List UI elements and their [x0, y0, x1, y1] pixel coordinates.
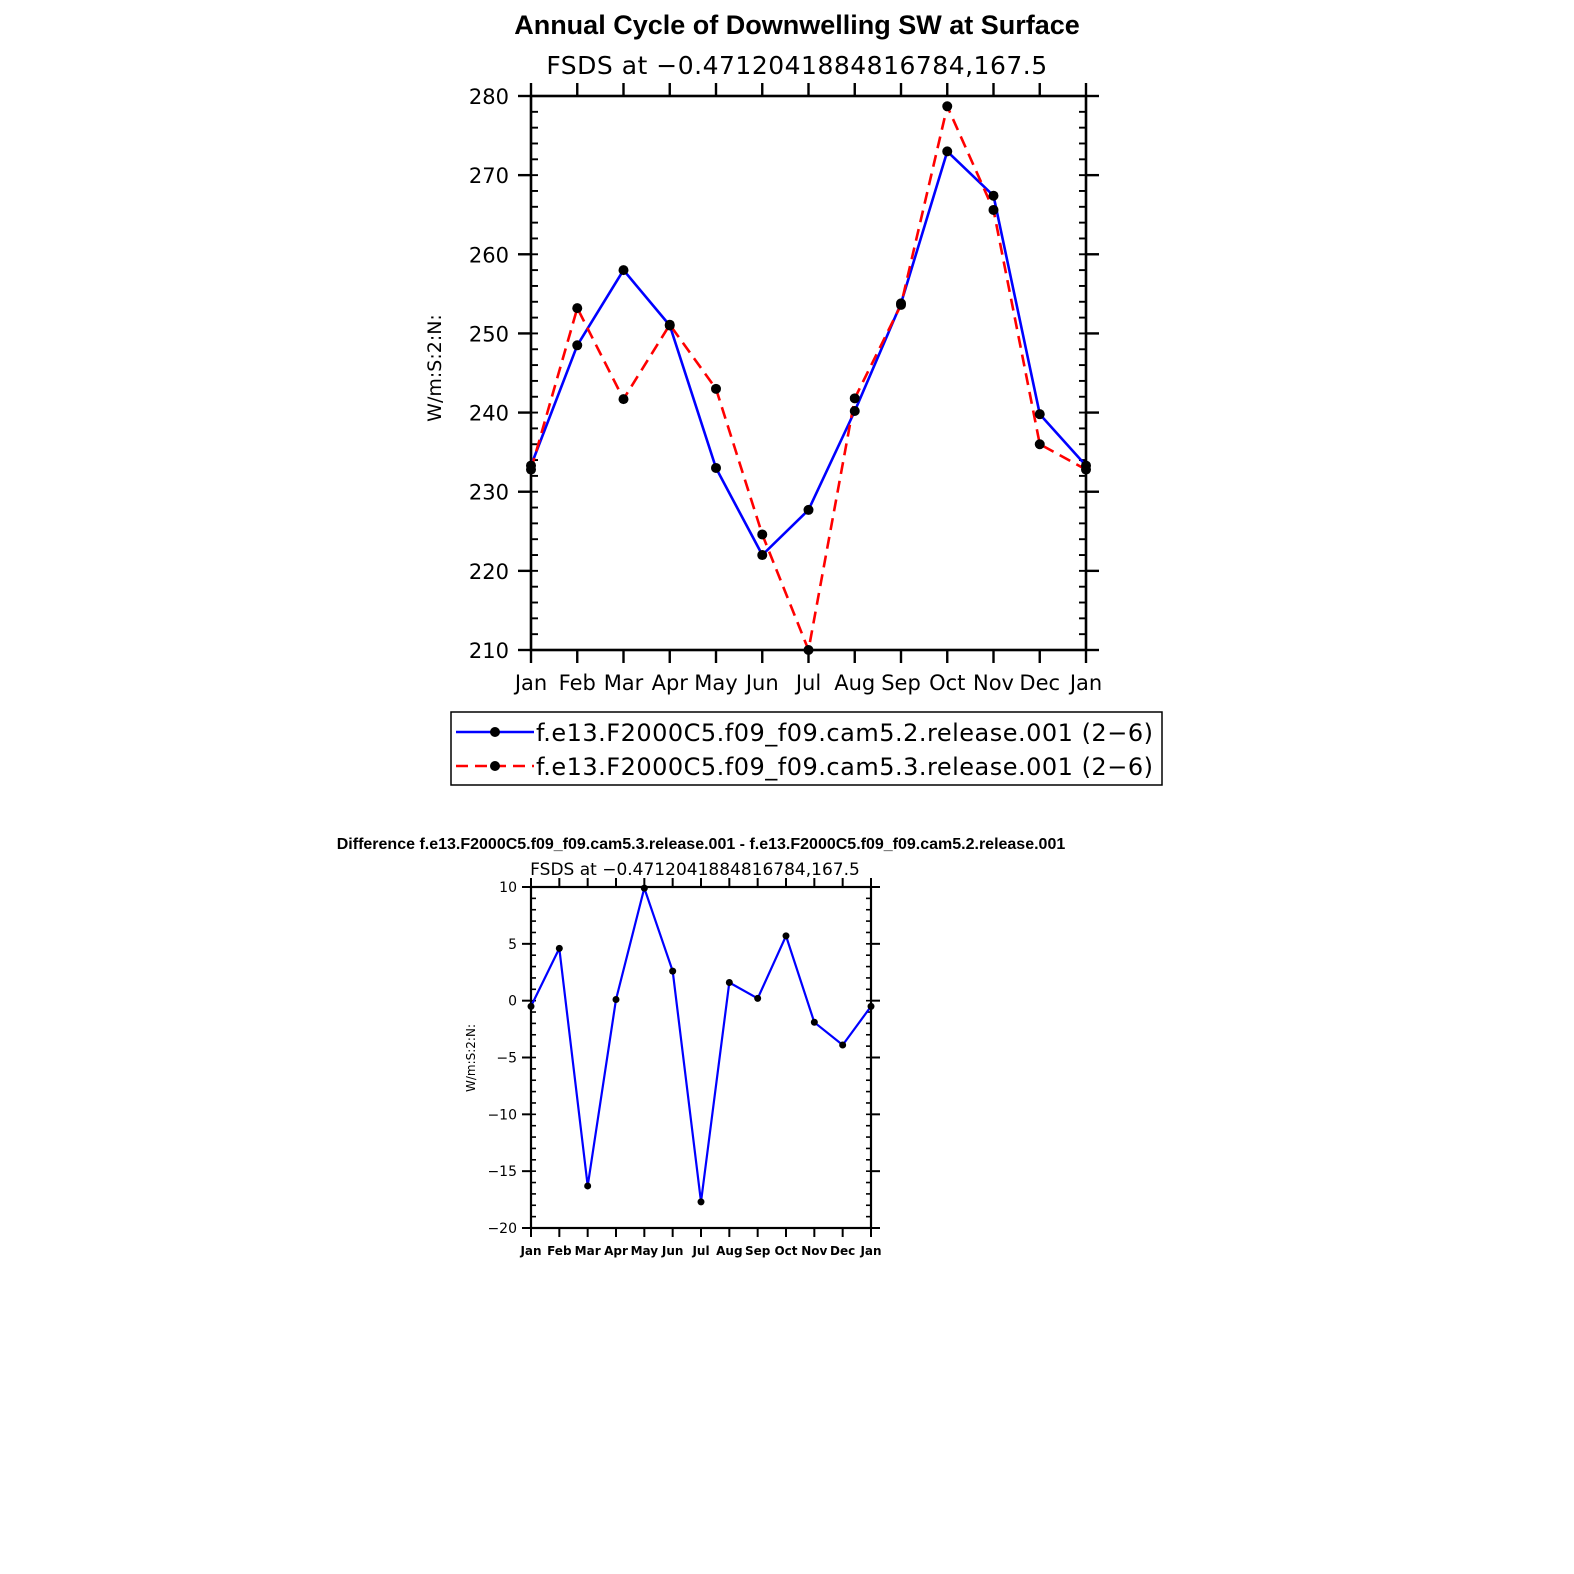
- x-tick-label: Dec: [1019, 671, 1060, 695]
- series-0-point: [1034, 409, 1045, 420]
- y-tick-label: 230: [469, 481, 509, 505]
- y-tick-label: 220: [469, 560, 509, 584]
- x-tick-label: May: [631, 1244, 659, 1258]
- series-0-point: [810, 1018, 818, 1026]
- plot-frame: [529, 94, 1088, 652]
- plot-frame: [529, 885, 873, 1230]
- difference-chart: Difference f.e13.F2000C5.f09_f09.cam5.3.…: [337, 836, 1066, 1258]
- legend: f.e13.F2000C5.f09_f09.cam5.2.release.001…: [450, 711, 1163, 786]
- series-1-point: [1034, 439, 1045, 450]
- y-tick-label: −5: [496, 1051, 517, 1067]
- annual-cycle-chart: Annual Cycle of Downwelling SW at Surfac…: [424, 10, 1163, 786]
- x-tick-label: Jun: [661, 1244, 684, 1258]
- x-tick-label: Jan: [519, 1244, 541, 1258]
- series-1-point: [1081, 464, 1091, 475]
- y-tick-label: −20: [487, 1221, 517, 1237]
- series-0-point: [754, 994, 762, 1002]
- legend-marker-cam52: [490, 727, 500, 737]
- y-tick-label: 270: [469, 164, 509, 188]
- series-0-point: [839, 1041, 847, 1049]
- diff-y-axis-label: W/m:S:2:N:: [464, 1024, 478, 1092]
- series-0-point: [618, 265, 629, 276]
- series-0-point: [612, 996, 620, 1004]
- legend-label-cam52: f.e13.F2000C5.f09_f09.cam5.2.release.001…: [536, 719, 1153, 747]
- y-tick-label: 240: [469, 402, 509, 426]
- diff-plot-area: Jan Feb Mar Apr May Jun Jul Aug Sep Oct Nov Dec Jan−…: [487, 878, 882, 1258]
- series-1-point: [849, 393, 860, 404]
- x-tick-label: Jan: [859, 1244, 881, 1258]
- y-tick-label: −15: [487, 1164, 517, 1180]
- x-tick-label: Jun: [744, 671, 779, 695]
- x-tick-label: Sep: [881, 671, 921, 695]
- x-tick-label: Aug: [834, 671, 875, 695]
- series-0-point: [640, 884, 648, 892]
- series-1-point: [664, 319, 675, 330]
- series-0-point: [572, 340, 583, 351]
- series-0-point: [725, 978, 733, 986]
- series-0-point: [867, 1002, 875, 1010]
- series-line-1: [529, 105, 1087, 652]
- series-1-point: [942, 101, 953, 112]
- x-tick-label: Jul: [794, 671, 821, 695]
- series-0-point: [555, 944, 563, 952]
- series-0-point: [527, 1002, 535, 1010]
- y-tick-label: 5: [508, 937, 517, 953]
- legend-marker-cam53: [490, 761, 500, 771]
- x-tick-label: Dec: [830, 1244, 855, 1258]
- series-1-point: [896, 299, 906, 310]
- y-tick-label: −10: [487, 1107, 517, 1123]
- y-tick-label: 280: [469, 85, 509, 109]
- legend-box: [450, 711, 1163, 786]
- x-tick-label: Nov: [973, 671, 1014, 695]
- series-0-point: [803, 504, 814, 515]
- chart-title: Annual Cycle of Downwelling SW at Surfac…: [514, 10, 1080, 40]
- series-0-point: [697, 1198, 705, 1206]
- x-tick-label: Mar: [604, 671, 644, 695]
- x-tick-label: Aug: [716, 1244, 742, 1258]
- x-tick-label: Apr: [604, 1244, 628, 1258]
- x-tick-label: Sep: [745, 1244, 771, 1258]
- series-0-point: [942, 146, 953, 157]
- diff-chart-subtitle: FSDS at −0.4712041884816784,167.5: [530, 860, 860, 880]
- x-tick-label: Oct: [774, 1244, 797, 1258]
- legend-label-cam53: f.e13.F2000C5.f09_f09.cam5.3.release.001…: [536, 753, 1153, 781]
- series-1-point: [618, 394, 629, 405]
- x-tick-label: Feb: [547, 1244, 572, 1258]
- x-tick-label: Jan: [1068, 671, 1102, 695]
- series-1-point: [572, 303, 583, 314]
- y-tick-label: 260: [469, 243, 509, 267]
- x-tick-label: Mar: [575, 1244, 601, 1258]
- series-1-point: [526, 464, 536, 475]
- y-tick-label: 210: [469, 639, 509, 663]
- series-line-0: [530, 886, 872, 1204]
- plot-area: Jan Feb Mar Apr May Jun Jul Aug Sep Oct Nov Dec Jan2…: [469, 83, 1102, 695]
- series-0-point: [988, 190, 999, 201]
- y-tick-label: 0: [508, 994, 517, 1010]
- x-tick-label: Nov: [801, 1244, 827, 1258]
- chart-subtitle: FSDS at −0.4712041884816784,167.5: [546, 51, 1047, 80]
- diff-chart-title: Difference f.e13.F2000C5.f09_f09.cam5.3.…: [337, 836, 1066, 853]
- series-0-point: [849, 405, 860, 416]
- y-tick-label: 10: [499, 880, 517, 896]
- series-0-point: [669, 967, 677, 975]
- series-line-0: [529, 150, 1087, 557]
- y-axis-label: W/m:S:2:N:: [424, 314, 446, 422]
- series-0-point: [782, 932, 790, 940]
- x-tick-label: Oct: [929, 671, 965, 695]
- series-0-point: [757, 550, 768, 561]
- x-tick-label: Jul: [691, 1244, 709, 1258]
- series-1-point: [711, 383, 721, 394]
- series-0-point: [711, 462, 721, 473]
- x-tick-label: May: [694, 671, 737, 695]
- y-tick-label: 250: [469, 322, 509, 346]
- x-tick-label: Jan: [513, 671, 547, 695]
- series-1-point: [757, 529, 768, 540]
- x-tick-label: Feb: [559, 671, 596, 695]
- x-tick-label: Apr: [652, 671, 689, 695]
- series-0-point: [584, 1182, 592, 1190]
- series-1-point: [988, 204, 999, 215]
- series-1-point: [803, 645, 814, 655]
